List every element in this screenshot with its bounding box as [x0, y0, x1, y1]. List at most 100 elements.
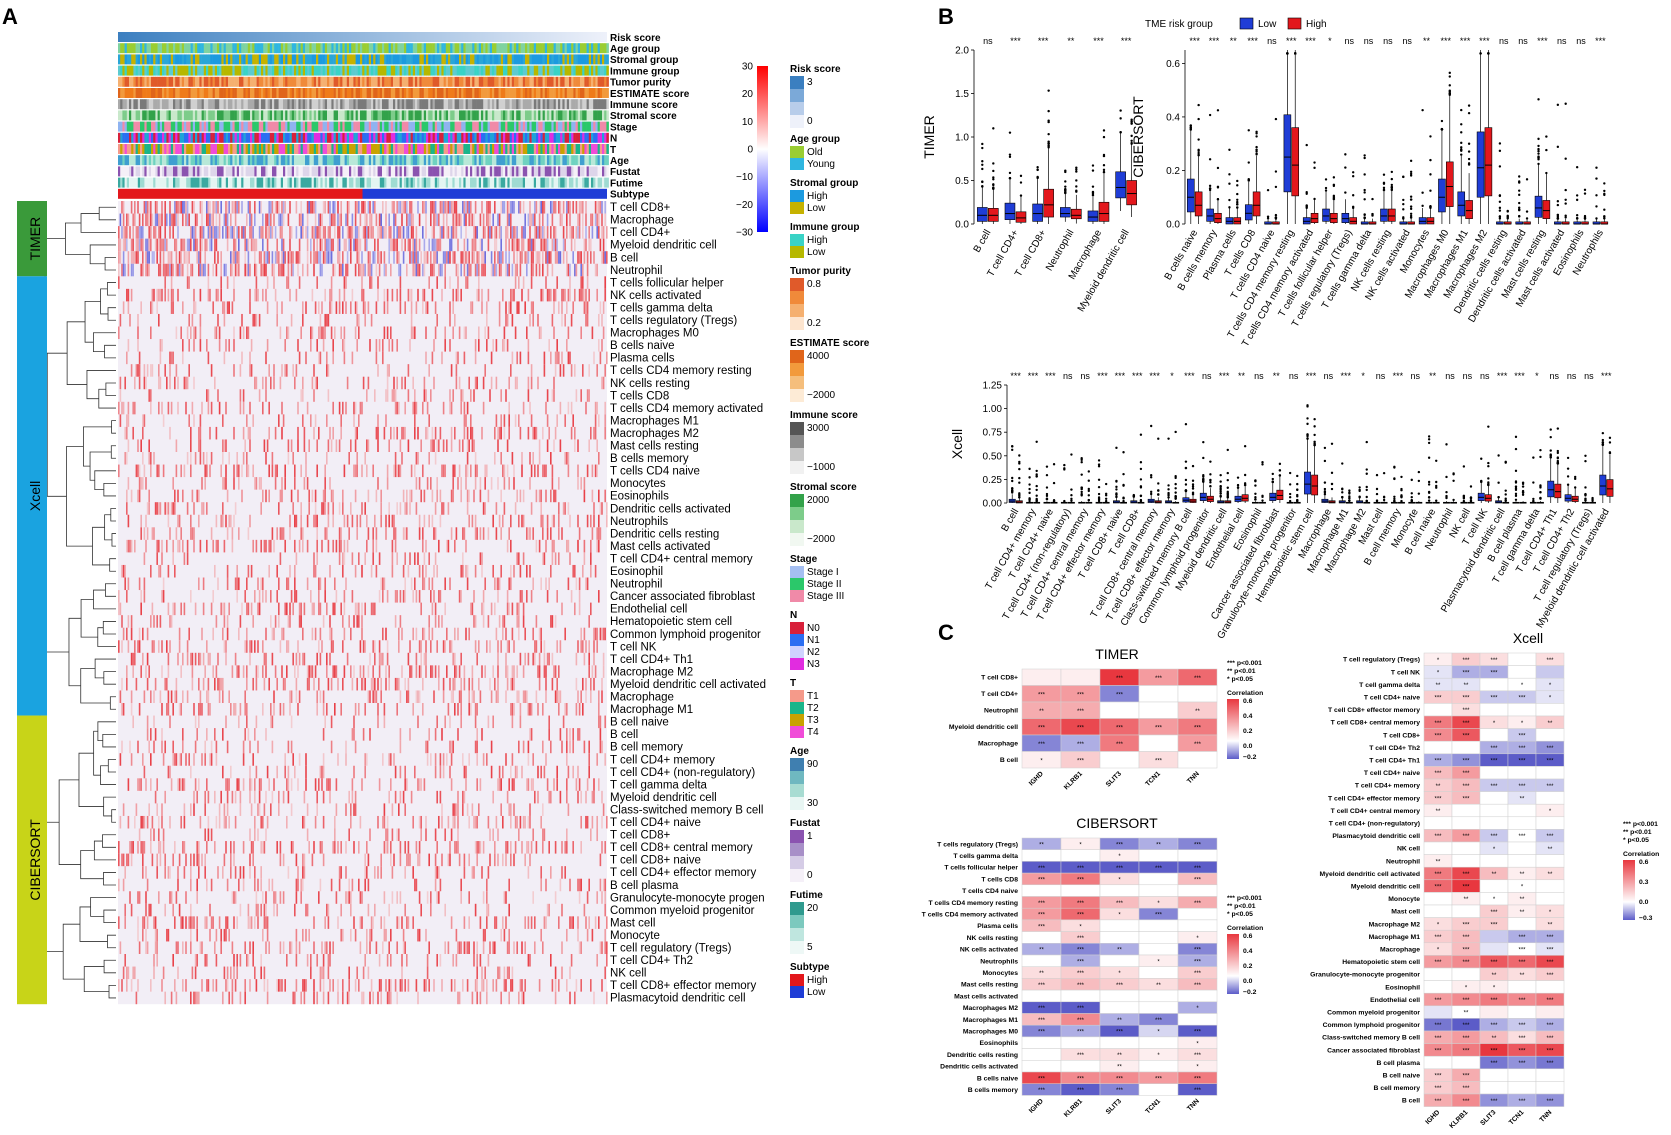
heatmap-cell: [522, 401, 525, 415]
heatmap-cell: [462, 251, 464, 264]
heatmap-cell: [506, 263, 509, 277]
annotation-cell: [357, 121, 361, 132]
annotation-cell: [536, 99, 539, 110]
annotation-cell: [496, 155, 499, 166]
annotation-cell: [131, 155, 134, 166]
heatmap-cell: [534, 238, 536, 252]
annotation-cell: [283, 110, 286, 121]
annotation-cell: [441, 121, 444, 132]
annotation-cell: [124, 177, 128, 188]
heatmap-cell: [186, 251, 189, 264]
annotation-cell: [346, 110, 350, 121]
heatmap-cell: [164, 263, 166, 277]
annotation-cell: [432, 144, 436, 154]
heatmap-cell: [446, 439, 448, 452]
annotation-cell: [324, 43, 328, 54]
heatmap-cell: [294, 464, 296, 478]
annotation-cell: [241, 43, 244, 54]
heatmap-cell: [249, 263, 251, 277]
annotation-cell: [518, 43, 521, 54]
heatmap-cell: [130, 251, 133, 264]
annotation-cell: [606, 65, 609, 76]
heatmap-cell: [254, 313, 256, 327]
heatmap-cell: [300, 226, 302, 239]
annotation-cell: [426, 144, 429, 154]
annotation-cell: [131, 99, 134, 110]
heatmap-cell: [527, 288, 530, 302]
annotation-cell: [368, 121, 372, 132]
annotation-cell: [472, 65, 475, 76]
annotation-cell: [441, 76, 444, 87]
annotation-cell: [505, 121, 508, 132]
annotation-cell: [153, 121, 156, 132]
annotation-cell: [522, 132, 526, 143]
heatmap-cell: [455, 263, 458, 277]
heatmap-cell: [362, 263, 365, 277]
heatmap-cell: [426, 477, 429, 490]
heatmap-cell: [580, 251, 582, 264]
annotation-cell: [272, 76, 275, 87]
heatmap-cell: [527, 389, 530, 402]
heatmap-cell: [348, 201, 350, 214]
annotation-cell: [212, 155, 216, 166]
annotation-cell: [155, 177, 158, 188]
annotation-cell: [256, 76, 260, 87]
heatmap-cell: [447, 201, 450, 214]
heatmap-cell: [319, 313, 322, 327]
heatmap-cell: [190, 226, 192, 239]
annotation-cell: [234, 177, 238, 188]
heatmap-cell: [431, 201, 434, 214]
annotation-cell: [599, 166, 603, 177]
heatmap-cell: [473, 489, 475, 503]
heatmap-cell: [367, 376, 370, 390]
annotation-cell: [566, 54, 570, 65]
heatmap-cell: [553, 376, 555, 390]
annotation-cell: [276, 166, 279, 177]
heatmap-cell: [134, 376, 136, 390]
annotation-cell: [190, 43, 194, 54]
annotation-cell: [452, 99, 455, 110]
annotation-cell: [294, 144, 297, 154]
annotation-cell: [289, 121, 293, 132]
annotation-cell: [516, 88, 519, 98]
annotation-cell: [478, 155, 482, 166]
heatmap-cell: [206, 452, 208, 465]
annotation-cell: [294, 121, 297, 132]
annotation-cell: [302, 177, 306, 188]
annotation-cell: [327, 144, 330, 154]
heatmap-cell: [321, 213, 323, 227]
annotation-cell: [133, 43, 136, 54]
annotation-cell: [461, 155, 464, 166]
annotation-cell: [313, 76, 317, 87]
heatmap-cell: [590, 251, 592, 264]
annotation-cell: [285, 76, 288, 87]
heatmap-cell: [452, 226, 454, 239]
heatmap-cell: [468, 251, 470, 264]
heatmap-cell: [257, 288, 259, 302]
annotation-cell: [577, 166, 581, 177]
heatmap-cell: [335, 301, 338, 314]
heatmap-cell: [500, 389, 502, 402]
annotation-cell: [384, 144, 387, 154]
annotation-cell: [412, 144, 416, 154]
annotation-cell: [322, 88, 326, 98]
heatmap-cell: [159, 226, 162, 239]
annotation-cell: [481, 177, 484, 188]
heatmap-cell: [290, 263, 293, 277]
heatmap-cell: [430, 389, 432, 402]
annotation-cell: [243, 121, 246, 132]
annotation-cell: [302, 166, 306, 177]
annotation-cell: [373, 99, 376, 110]
annotation-cell: [459, 99, 462, 110]
annotation-cell: [269, 166, 273, 177]
heatmap-cell: [348, 452, 350, 465]
heatmap-cell: [534, 464, 536, 478]
heatmap-cell: [574, 439, 576, 452]
annotation-cell: [560, 144, 563, 154]
annotation-cell: [443, 121, 447, 132]
heatmap-cell: [479, 489, 482, 503]
annotation-cell: [261, 76, 264, 87]
annotation-cell: [454, 54, 458, 65]
heatmap-cell: [148, 389, 150, 402]
annotation-cell: [219, 110, 222, 121]
